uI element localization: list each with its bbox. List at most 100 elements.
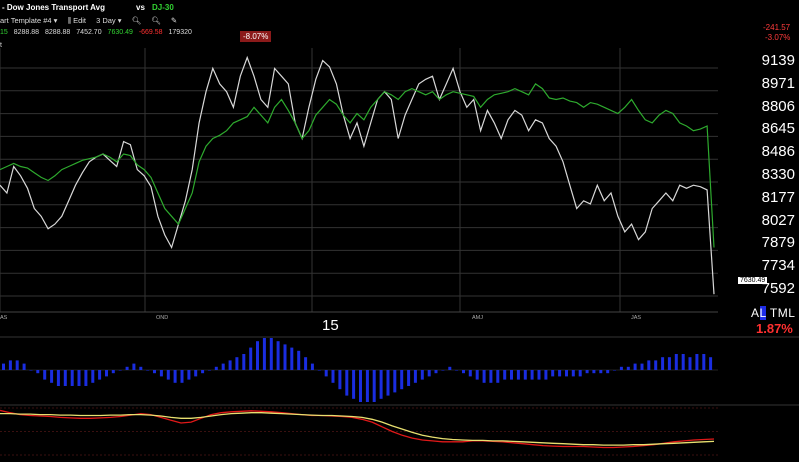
- histogram-bar: [393, 370, 397, 393]
- histogram-bar: [159, 370, 163, 377]
- histogram-bar: [489, 370, 493, 383]
- histogram-bar: [379, 370, 383, 399]
- oscillator-panel: [0, 407, 718, 456]
- mode-a[interactable]: A: [751, 306, 760, 320]
- osc-slow-line: [0, 412, 715, 446]
- histogram-bar: [462, 370, 465, 374]
- histogram-bar: [468, 370, 472, 377]
- mode-l2[interactable]: L: [788, 306, 796, 320]
- histogram-bar: [331, 370, 335, 383]
- histogram-bar: [290, 347, 294, 370]
- histogram-bar: [688, 357, 692, 370]
- histogram-bar: [2, 363, 5, 370]
- histogram-bar: [606, 370, 610, 374]
- x-tick-jas: JAS: [631, 315, 642, 321]
- histogram-bar: [654, 360, 658, 370]
- histogram-bar: [496, 370, 500, 383]
- mode-selector[interactable]: AL TML: [751, 306, 795, 320]
- histogram-bar: [146, 370, 150, 371]
- histogram-bar: [400, 370, 404, 390]
- y-tick-label: 8486: [761, 143, 795, 161]
- histogram-bar: [242, 354, 246, 370]
- histogram-bar: [256, 341, 259, 370]
- histogram-bar: [578, 370, 582, 377]
- histogram-bar: [359, 370, 362, 402]
- histogram-bar: [132, 363, 136, 370]
- toolbar: art Template #4 ▾ ⫼ Edit 3 Day ▾ 🔍︎ 🔍︎ ✎: [0, 16, 185, 26]
- template-dropdown[interactable]: art Template #4 ▾: [0, 16, 58, 25]
- symbol-title[interactable]: - Dow Jones Transport Avg: [2, 3, 105, 12]
- histogram-bar: [262, 338, 266, 370]
- x-tick-ond: OND: [156, 315, 169, 321]
- histogram-bar: [153, 370, 156, 374]
- histogram-bar: [427, 370, 431, 377]
- quote-high: 8288.88: [45, 29, 71, 36]
- bar-chart-icon: ⫼: [67, 16, 71, 25]
- osc-fast-line: [0, 409, 715, 449]
- mode-l[interactable]: L: [759, 306, 767, 320]
- histogram-bar: [482, 370, 486, 383]
- mode-t[interactable]: T: [769, 306, 778, 320]
- zoom-in-icon[interactable]: 🔍︎: [131, 16, 142, 25]
- y-tick-label: 8806: [761, 97, 795, 115]
- histogram-bar: [297, 350, 301, 370]
- histogram-bar: [70, 370, 74, 386]
- quote-volume: 179320: [168, 29, 192, 36]
- histogram-bar: [558, 370, 562, 377]
- histogram-bar: [228, 360, 232, 370]
- histogram-bar: [201, 370, 205, 374]
- histogram-bar: [235, 357, 239, 370]
- draw-tool-icon[interactable]: ✎: [170, 16, 178, 25]
- histogram-bar: [372, 370, 376, 402]
- histogram-bar: [317, 370, 321, 371]
- x-tick-amj: AMJ: [472, 315, 483, 321]
- quote-line: 15 8288.88 8288.88 7452.70 7630.49 -669.…: [0, 29, 196, 36]
- histogram-bar: [324, 370, 328, 377]
- histogram-bar: [619, 366, 623, 370]
- compare-symbol[interactable]: DJ-30: [152, 3, 174, 12]
- price-grid: [0, 48, 799, 406]
- quote-prefix: 15: [0, 29, 8, 36]
- row3-text: t: [0, 42, 2, 49]
- histogram-bar: [571, 370, 575, 377]
- histogram-bar: [681, 354, 685, 370]
- chevron-down-icon: ▾: [117, 16, 122, 25]
- histogram-bar: [434, 370, 438, 374]
- histogram-bar: [695, 354, 699, 370]
- histogram-bar: [304, 357, 308, 370]
- histogram-bar: [173, 370, 177, 383]
- y-tick-label: 8027: [761, 211, 795, 229]
- y-tick-label: 8971: [761, 74, 795, 92]
- histogram-bar: [276, 341, 280, 370]
- histogram-bar: [599, 370, 603, 374]
- y-tick-label: 8330: [761, 166, 795, 183]
- histogram-bar: [441, 370, 445, 371]
- histogram-bar: [633, 363, 637, 370]
- histogram-bar: [407, 370, 411, 386]
- histogram-bar: [455, 370, 459, 371]
- histogram-bar: [118, 370, 122, 371]
- right-change-value: -241.57: [763, 23, 791, 32]
- histogram-bar: [420, 370, 424, 380]
- edit-button[interactable]: ⫼ Edit: [67, 16, 86, 25]
- histogram-bar: [249, 347, 253, 370]
- period-dropdown[interactable]: 3 Day ▾: [96, 16, 122, 25]
- histogram-bar: [661, 357, 665, 370]
- histogram-bar: [537, 370, 541, 380]
- histogram-bar: [208, 370, 211, 371]
- mode-m[interactable]: M: [777, 306, 789, 320]
- histogram-bar: [530, 370, 534, 380]
- y-tick-label: 8645: [761, 120, 795, 138]
- histogram-bar: [647, 360, 651, 370]
- zoom-out-icon[interactable]: 🔍︎: [151, 16, 161, 25]
- histogram-bar: [338, 370, 342, 390]
- histogram-bar: [105, 370, 108, 377]
- histogram-bar: [111, 370, 115, 374]
- histogram-bar: [77, 370, 81, 386]
- histogram-bar: [667, 357, 671, 370]
- histogram-bar: [283, 344, 287, 370]
- histogram-bar: [510, 370, 513, 380]
- histogram-bar: [36, 370, 40, 374]
- histogram-bar: [50, 370, 54, 383]
